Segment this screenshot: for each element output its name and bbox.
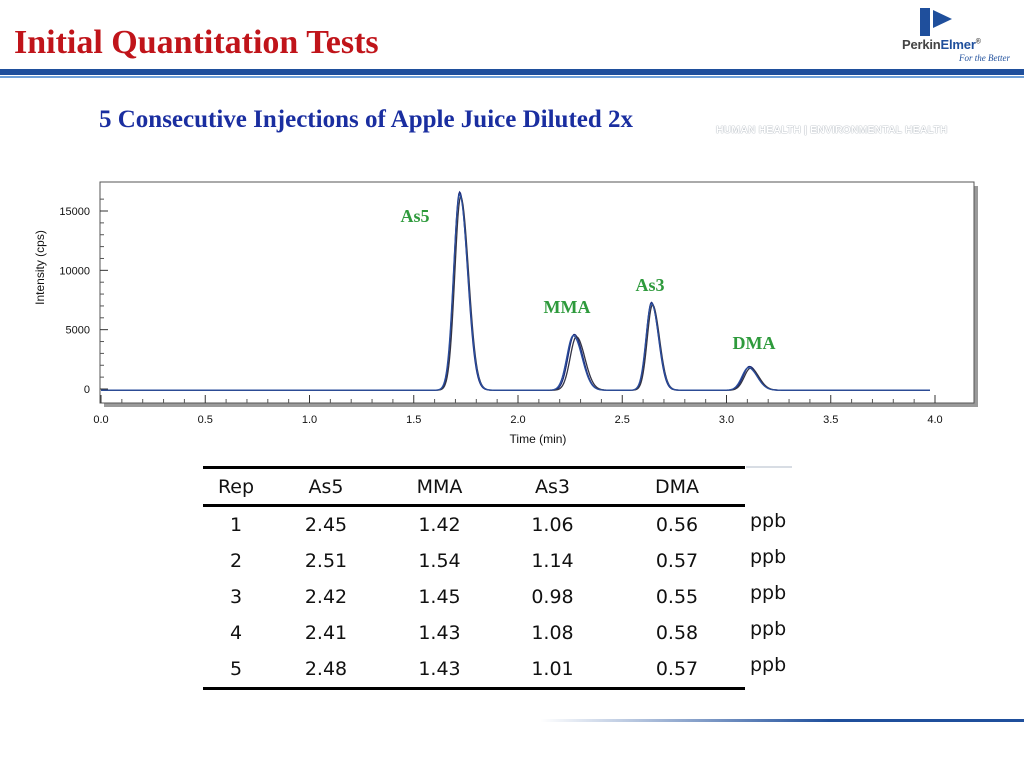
logo-slogan: For the Better [959,53,1010,63]
x-tick-label: 4.0 [927,414,942,426]
table-cell: 5 [203,651,269,690]
company-tagline: HUMAN HEALTH | ENVIRONMENTAL HEALTH [716,124,948,136]
table-cell: 1.43 [383,651,496,690]
footer-accent-line [540,719,1024,722]
table-row: 3 2.42 1.45 0.98 0.55 [203,579,745,615]
slide-subtitle: 5 Consecutive Injections of Apple Juice … [99,106,634,133]
table-cell: 1 [229,514,243,536]
x-tick-label: 2.0 [510,414,525,426]
y-tick-label: 0 [84,384,90,396]
x-axis-label: Time (min) [510,432,567,446]
table-row: 1 2.45 1.42 1.06 0.56 [203,506,745,544]
table-cell: 2.51 [304,550,348,572]
y-tick-label: 15000 [59,206,90,218]
peak-label-as5: As5 [400,206,429,226]
trace-line-3 [101,193,930,391]
perkinelmer-logo: PerkinElmer® For the Better [896,6,1012,66]
table-cell: 1.54 [418,550,461,572]
y-tick-label: 10000 [59,265,90,277]
plot-area [99,181,975,404]
table-cell: 0.58 [655,622,699,644]
table-cell: 0.56 [655,514,699,536]
table-cell: 4 [229,622,243,644]
column-header: MMA [383,466,496,507]
unit-label: ppb [750,582,787,604]
table-cell: 2.41 [304,622,348,644]
peak-label-mma: MMA [544,297,591,317]
unit-label: ppb [750,510,787,532]
peak-label-dma: DMA [733,333,776,353]
table-cell: 1.06 [531,514,574,536]
unit-label: ppb [750,654,787,676]
unit-label: ppb [750,618,787,640]
column-header: As3 [496,466,609,507]
table-cell: 3 [229,586,243,608]
y-tick-label: 5000 [66,325,90,337]
table-row: 5 2.48 1.43 1.01 0.57 [203,651,745,690]
x-tick-label: 3.5 [823,414,838,426]
peak-label-as3: As3 [635,275,664,295]
header-divider-thin [0,76,1024,78]
table-cell: 0.57 [609,651,745,690]
column-header: As5 [269,466,383,507]
table-cell: 1.08 [531,622,574,644]
logo-wordmark: PerkinElmer® [902,37,981,52]
header-divider-bar [0,69,1024,75]
table-cell: 1.43 [418,622,461,644]
x-tick-label: 0.5 [198,414,213,426]
results-table: Rep As5 MMA As3 DMA 1 2.45 1.42 1.06 0.5… [203,466,745,690]
table-cell: 2 [229,550,243,572]
table-row: 2 2.51 1.54 1.14 0.57 [203,543,745,579]
table-cell: 0.55 [655,586,699,608]
slide-title: Initial Quantitation Tests [14,24,379,61]
x-tick-label: 3.0 [719,414,734,426]
column-header: DMA [609,466,745,507]
table-cell: 2.48 [269,651,383,690]
table-cell: 1.42 [418,514,461,536]
table-cell: 2.45 [304,514,348,536]
table-row: 4 2.41 1.43 1.08 0.58 [203,615,745,651]
table-cell: 1.45 [418,586,461,608]
table-cell: 1.01 [496,651,609,690]
chromatogram-chart: 0.0 0.5 1.0 1.5 2.0 2.5 3.0 3.5 4.0 0 5000 10000 150… [33,181,978,446]
table-cell: 0.57 [655,550,699,572]
unit-label: ppb [750,546,787,568]
table-cell: 1.14 [531,550,574,572]
table-header-row: Rep As5 MMA As3 DMA [203,466,745,507]
table-cell: 2.42 [304,586,348,608]
column-header: Rep [203,466,269,507]
y-axis-label: Intensity (cps) [33,230,47,305]
x-tick-label: 0.0 [93,414,108,426]
x-tick-label: 1.0 [302,414,317,426]
x-tick-label: 1.5 [406,414,421,426]
perkinelmer-mark-icon [920,8,952,36]
table-header-extension [746,466,792,468]
table-cell: 0.98 [531,586,574,608]
x-tick-label: 2.5 [615,414,630,426]
